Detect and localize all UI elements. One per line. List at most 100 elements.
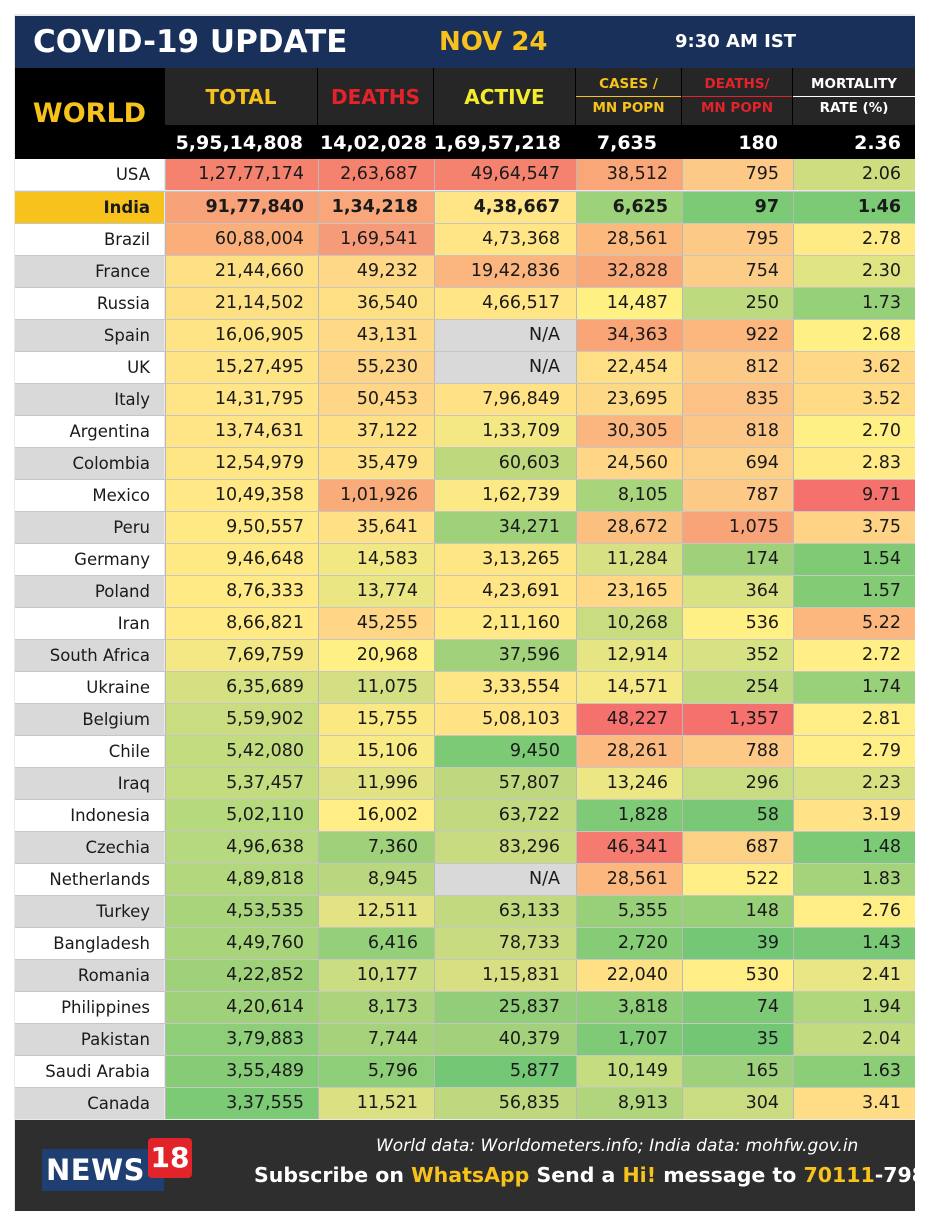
deaths-per-mn-cell: 148 [682,896,793,927]
cases-per-mn-cell: 22,454 [576,352,682,383]
subscribe-line: Subscribe on WhatsApp Send a Hi! message… [254,1163,934,1187]
active-cases-cell: 25,837 [434,992,576,1023]
deaths-per-mn-cell: 754 [682,256,793,287]
header-underline [576,96,681,97]
country-name: Peru [15,512,164,543]
table-row: Netherlands 4,89,818 8,945 N/A 28,561 522 1.83 [15,863,915,895]
country-name: Iraq [15,768,164,799]
table-row: Ukraine 6,35,689 11,075 3,33,554 14,571 254 1.… [15,671,915,703]
mortality-rate-cell: 2.30 [793,256,915,287]
deaths-cell: 35,641 [318,512,434,543]
deaths-per-mn-cell: 818 [682,416,793,447]
cases-per-mn-cell: 28,561 [576,224,682,255]
total-cases-cell: 10,49,358 [165,480,318,511]
active-cases-cell: 34,271 [434,512,576,543]
mortality-rate-cell: 1.73 [793,288,915,319]
deaths-per-mn-cell: 1,075 [682,512,793,543]
mortality-rate-cell: 1.54 [793,544,915,575]
country-name: Poland [15,576,164,607]
country-name: Spain [15,320,164,351]
deaths-per-mn-cell: 296 [682,768,793,799]
active-cases-cell: 63,722 [434,800,576,831]
cases-per-mn-cell: 8,913 [576,1088,682,1119]
deaths-per-mn-cell: 812 [682,352,793,383]
world-deaths: 14,02,028 [320,131,427,154]
table-row: Belgium 5,59,902 15,755 5,08,103 48,227 1,357… [15,703,915,735]
cases-per-mn-cell: 1,828 [576,800,682,831]
deaths-per-mn-cell: 58 [682,800,793,831]
col-header-total: TOTAL [165,68,317,125]
cases-per-mn-cell: 11,284 [576,544,682,575]
total-cases-cell: 3,79,883 [165,1024,318,1055]
deaths-per-mn-cell: 174 [682,544,793,575]
deaths-per-mn-cell: 364 [682,576,793,607]
cases-per-mn-cell: 23,695 [576,384,682,415]
total-cases-cell: 5,02,110 [165,800,318,831]
country-name: Brazil [15,224,164,255]
mortality-rate-cell: 3.41 [793,1088,915,1119]
country-name: Chile [15,736,164,767]
world-total: 5,95,14,808 [175,131,303,154]
deaths-per-mn-cell: 352 [682,640,793,671]
mortality-rate-cell: 2.23 [793,768,915,799]
logo-18-text: 18 [150,1141,190,1174]
world-label: WORLD [32,98,147,129]
total-cases-cell: 12,54,979 [165,448,318,479]
logo-news-text: NEWS [46,1153,145,1187]
mortality-rate-cell: 5.22 [793,608,915,639]
deaths-cell: 37,122 [318,416,434,447]
news18-logo: NEWS 18 [42,1138,192,1194]
deaths-per-mn-cell: 522 [682,864,793,895]
cases-per-mn-cell: 10,149 [576,1056,682,1087]
country-name: Mexico [15,480,164,511]
cases-per-mn-cell: 32,828 [576,256,682,287]
deaths-cell: 13,774 [318,576,434,607]
deaths-cell: 11,521 [318,1088,434,1119]
table-header: WORLD TOTAL DEATHS ACTIVE CASES / MN POP… [15,68,915,159]
cases-per-mn-cell: 6,625 [576,192,682,223]
cases-per-mn-cell: 23,165 [576,576,682,607]
deaths-per-mn-cell: 97 [682,192,793,223]
active-cases-cell: 2,11,160 [434,608,576,639]
col-header-deaths: DEATHS [318,68,433,125]
table-row: France 21,44,660 49,232 19,42,836 32,828 754 2… [15,255,915,287]
mortality-rate-cell: 2.79 [793,736,915,767]
country-name: India [15,192,164,223]
cases-per-mn-cell: 12,914 [576,640,682,671]
deaths-per-mn-cell: 165 [682,1056,793,1087]
deaths-per-mn-cell: 795 [682,224,793,255]
table-row: Colombia 12,54,979 35,479 60,603 24,560 694 2.… [15,447,915,479]
world-mortality: 2.36 [854,131,901,154]
col-header-deaths-per-mn-top: DEATHS/ [704,76,770,92]
mortality-rate-cell: 1.57 [793,576,915,607]
deaths-per-mn-cell: 39 [682,928,793,959]
country-name: Iran [15,608,164,639]
active-cases-cell: 60,603 [434,448,576,479]
table-row: Iraq 5,37,457 11,996 57,807 13,246 296 2.23 [15,767,915,799]
table-row: Saudi Arabia 3,55,489 5,796 5,877 10,149 165 1… [15,1055,915,1087]
deaths-per-mn-cell: 787 [682,480,793,511]
deaths-cell: 7,360 [318,832,434,863]
mortality-rate-cell: 1.83 [793,864,915,895]
country-name: USA [15,159,164,190]
mortality-rate-cell: 3.19 [793,800,915,831]
active-cases-cell: 1,33,709 [434,416,576,447]
deaths-cell: 16,002 [318,800,434,831]
active-cases-cell: 5,877 [434,1056,576,1087]
deaths-cell: 20,968 [318,640,434,671]
total-cases-cell: 13,74,631 [165,416,318,447]
deaths-per-mn-cell: 254 [682,672,793,703]
cases-per-mn-cell: 10,268 [576,608,682,639]
deaths-per-mn-cell: 35 [682,1024,793,1055]
active-cases-cell: 19,42,836 [434,256,576,287]
cases-per-mn-cell: 14,487 [576,288,682,319]
deaths-per-mn-cell: 694 [682,448,793,479]
cases-per-mn-cell: 1,707 [576,1024,682,1055]
logo-box [42,1149,164,1191]
table-row: Brazil 60,88,004 1,69,541 4,73,368 28,561 795… [15,223,915,255]
deaths-cell: 35,479 [318,448,434,479]
active-cases-cell: 1,62,739 [434,480,576,511]
col-header-mortality-top: MORTALITY [811,76,897,92]
country-name: Turkey [15,896,164,927]
deaths-cell: 55,230 [318,352,434,383]
